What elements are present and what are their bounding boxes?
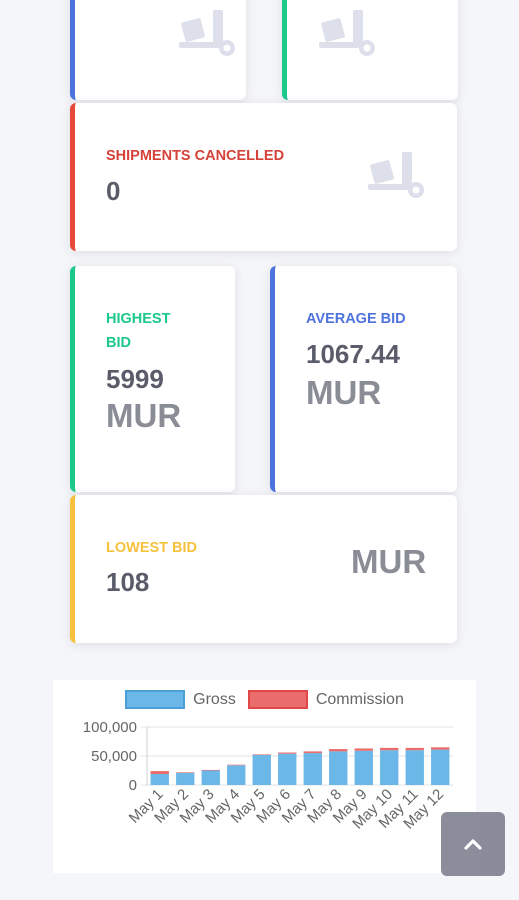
legend-label: Commission	[315, 690, 404, 708]
bar-gross	[329, 751, 348, 785]
bar-gross	[278, 753, 297, 785]
card-label: LOWEST BID	[106, 540, 198, 556]
card-label-line1: HIGHEST	[106, 311, 171, 327]
bar-commission	[252, 754, 271, 755]
bar-gross	[201, 770, 220, 785]
legend-item-commission[interactable]: Commission	[247, 690, 404, 709]
truck-loading-icon	[179, 10, 235, 56]
legend-swatch-gross	[125, 690, 186, 709]
card-value: 1067.44	[306, 339, 400, 369]
chart-legend: Gross Commission	[53, 690, 476, 709]
bar-gross	[150, 773, 169, 785]
bar-commission	[303, 751, 322, 754]
bar-commission	[405, 747, 424, 751]
bar-commission	[329, 749, 348, 752]
y-tick-label: 0	[129, 777, 137, 794]
bar-commission	[278, 752, 297, 754]
bar-commission	[150, 771, 169, 774]
bar-gross	[227, 765, 246, 785]
bar-commission	[354, 748, 373, 751]
card-value: 5999	[106, 364, 164, 394]
average-bid-card: AVERAGE BID 1067.44 MUR	[270, 266, 457, 492]
bar-gross	[354, 750, 373, 785]
bar-commission	[176, 772, 195, 773]
highest-bid-card: HIGHEST BID 5999 MUR	[70, 266, 235, 492]
lowest-bid-card: LOWEST BID 108 MUR	[70, 495, 457, 643]
bar-commission	[431, 747, 450, 750]
scroll-to-top-button[interactable]	[441, 812, 505, 876]
bar-commission	[227, 764, 246, 766]
chevron-up-icon	[464, 839, 482, 850]
card-unit: MUR	[106, 397, 182, 434]
legend-item-gross[interactable]: Gross	[125, 690, 236, 709]
card-label-line2: BID	[106, 335, 131, 351]
legend-swatch-commission	[247, 690, 308, 709]
top-left-card	[70, 0, 246, 100]
truck-loading-icon	[319, 10, 375, 56]
bar-gross	[431, 749, 450, 785]
card-value: 0	[106, 176, 121, 206]
bar-commission	[201, 769, 220, 771]
bar-gross	[380, 750, 399, 785]
y-tick-label: 50,000	[91, 748, 137, 765]
legend-label: Gross	[193, 690, 236, 708]
card-unit: MUR	[306, 374, 382, 411]
bar-commission	[380, 747, 399, 751]
bar-gross	[405, 750, 424, 785]
card-unit: MUR	[351, 543, 427, 580]
shipments-cancelled-card: SHIPMENTS CANCELLED 0	[70, 103, 457, 251]
card-label: SHIPMENTS CANCELLED	[106, 148, 285, 164]
top-right-card	[282, 0, 458, 100]
card-label: AVERAGE BID	[306, 311, 406, 327]
y-tick-label: 100,000	[83, 719, 137, 736]
card-value: 108	[106, 567, 150, 597]
bar-gross	[252, 754, 271, 785]
bar-gross	[176, 772, 195, 785]
truck-loading-icon	[368, 152, 424, 198]
bar-gross	[303, 753, 322, 785]
earnings-chart: Gross Commission 100,000 50,000 0 May 1 May …	[53, 680, 476, 873]
